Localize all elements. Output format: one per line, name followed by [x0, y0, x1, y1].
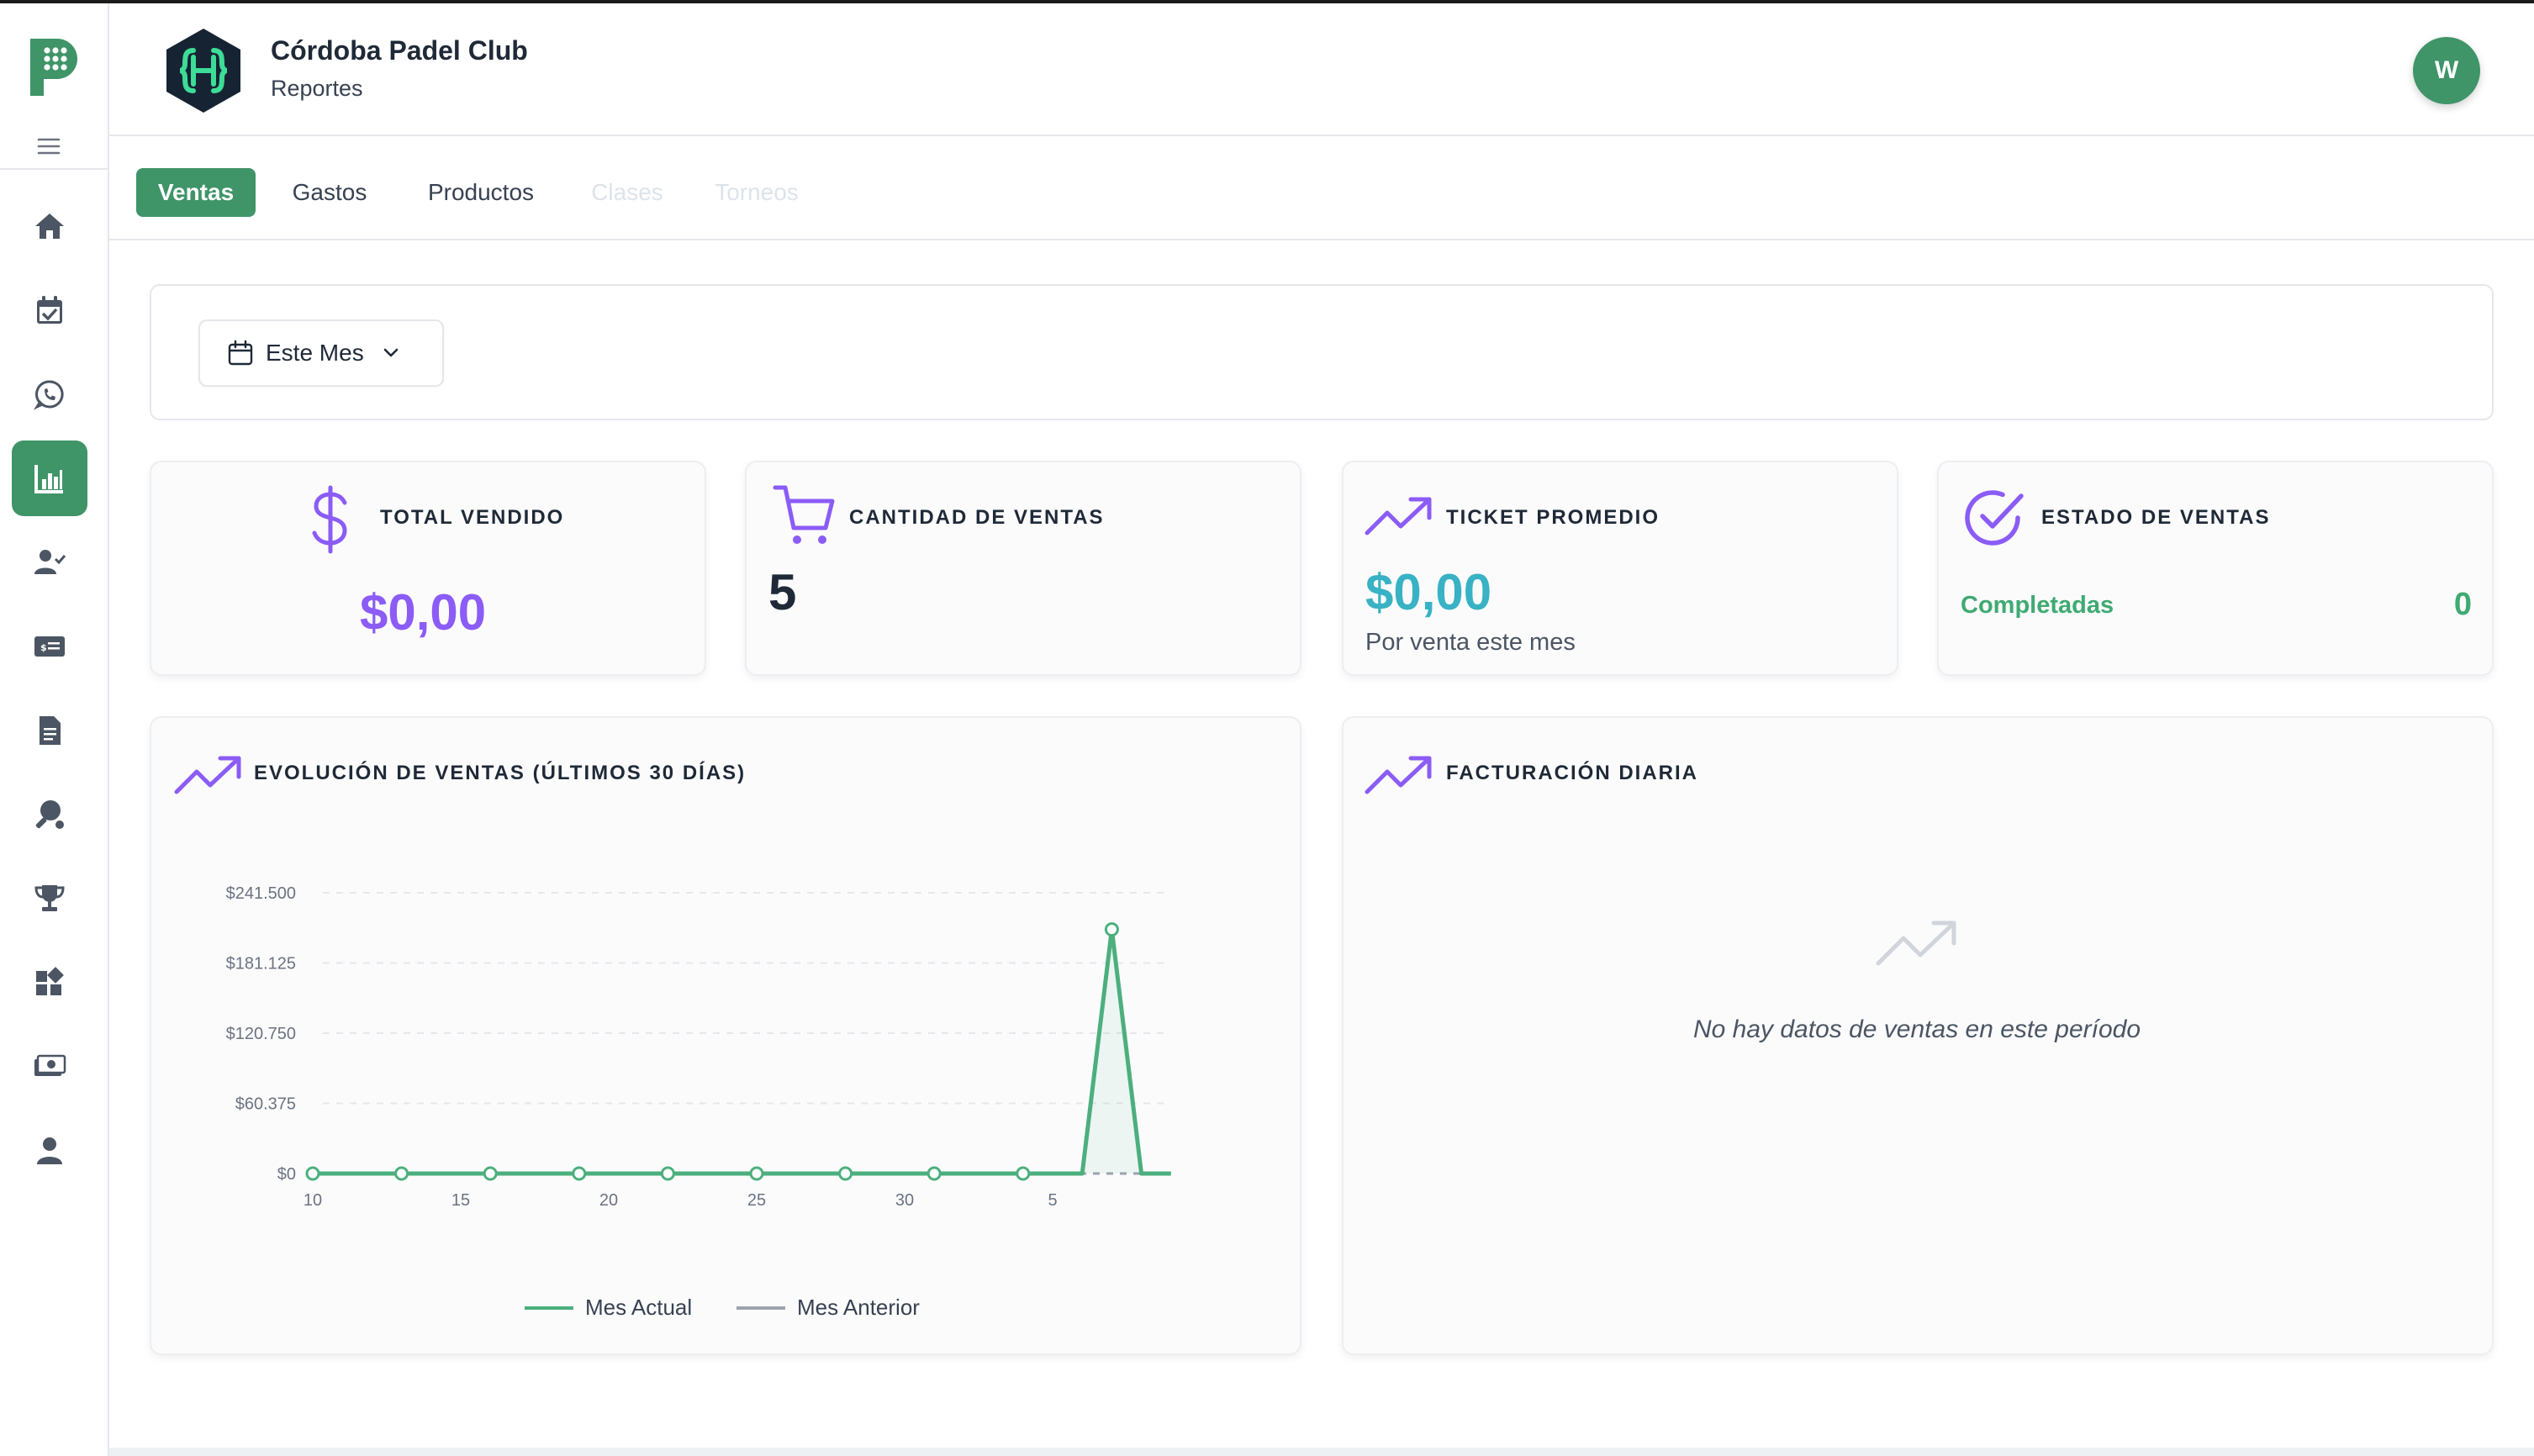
sidebar-item-calendar[interactable]: [12, 272, 87, 348]
check-circle-icon: [1965, 490, 2024, 546]
period-dropdown[interactable]: Este Mes: [198, 319, 444, 387]
whatsapp-icon: [33, 380, 64, 410]
chart-title: FACTURACIÓN DIARIA: [1446, 762, 1698, 784]
svg-text:$: $: [40, 642, 47, 653]
sidebar-item-tournaments[interactable]: [12, 861, 87, 936]
report-tabs: Ventas Gastos Productos Clases Torneos: [109, 140, 2534, 240]
trending-up-icon: [174, 756, 241, 794]
club-name: Córdoba Padel Club: [271, 35, 528, 66]
user-check-icon: [34, 550, 66, 574]
user-icon: [37, 1137, 62, 1164]
sidebar-item-widgets[interactable]: [12, 945, 87, 1021]
sidebar-item-courts[interactable]: [12, 777, 87, 852]
chevron-down-icon: [383, 348, 399, 357]
sidebar-item-reports[interactable]: [12, 440, 87, 516]
calendar-check-icon: [37, 296, 62, 324]
page-subtitle: Reportes: [271, 76, 363, 101]
cart-icon: [773, 485, 835, 544]
calendar-icon: [228, 340, 253, 366]
tab-clases: Clases: [591, 179, 663, 205]
legend-label: Mes Anterior: [797, 1295, 920, 1320]
chart-panel-facturacion: FACTURACIÓN DIARIA: [1342, 716, 2494, 1355]
card-title: ESTADO DE VENTAS: [2041, 506, 2271, 529]
sidebar: $: [0, 3, 109, 1456]
sidebar-item-whatsapp[interactable]: [12, 356, 87, 432]
card-title: TOTAL VENDIDO: [380, 506, 565, 529]
empty-state-message: No hay datos de ventas en este período: [1692, 1016, 2141, 1043]
chart-bar-icon: [34, 465, 63, 493]
estado-count: 0: [2453, 587, 2472, 622]
menu-icon[interactable]: [32, 129, 66, 163]
filter-panel: Este Mes: [150, 284, 2494, 420]
trending-up-icon: [1365, 497, 1432, 535]
card-title: TICKET PROMEDIO: [1446, 506, 1660, 529]
total-vendido-value: $0,00: [360, 584, 487, 641]
home-icon: [35, 214, 64, 239]
sidebar-item-users[interactable]: [12, 525, 87, 600]
money-card-icon: $: [34, 636, 65, 657]
tab-gastos[interactable]: Gastos: [292, 179, 367, 205]
sidebar-item-payments[interactable]: $: [12, 609, 87, 684]
trending-up-empty-icon: [1876, 921, 1956, 966]
legend-mes-anterior[interactable]: Mes Anterior: [736, 1295, 920, 1321]
chart-title: EVOLUCIÓN DE VENTAS (ÚLTIMOS 30 DÍAS): [254, 762, 747, 784]
page-header: Córdoba Padel Club Reportes W: [109, 3, 2534, 136]
legend-label: Mes Actual: [585, 1295, 693, 1320]
card-estado-ventas: ESTADO DE VENTAS Completadas 0: [1937, 461, 2494, 676]
card-cantidad-ventas: CANTIDAD DE VENTAS 5: [745, 461, 1301, 676]
ticket-promedio-value: $0,00: [1365, 564, 1492, 620]
legend-swatch-previous: [736, 1306, 785, 1310]
avatar[interactable]: W: [2413, 37, 2480, 104]
cantidad-ventas-value: 5: [768, 564, 797, 620]
sidebar-item-profile[interactable]: [12, 1113, 87, 1189]
trending-up-icon: [1365, 756, 1432, 794]
ticket-promedio-subtitle: Por venta este mes: [1365, 629, 1576, 656]
trophy-icon: [34, 885, 65, 911]
legend-mes-actual[interactable]: Mes Actual: [525, 1295, 692, 1321]
widgets-icon: [36, 967, 64, 995]
sidebar-item-cash[interactable]: [12, 1029, 87, 1105]
estado-label: Completadas: [1961, 592, 2114, 619]
card-title: CANTIDAD DE VENTAS: [849, 506, 1105, 529]
cash-icon: [34, 1054, 66, 1076]
tab-ventas[interactable]: Ventas: [136, 168, 256, 217]
card-ticket-promedio: TICKET PROMEDIO $0,00 Por venta este mes: [1342, 461, 1898, 676]
dollar-icon: [312, 485, 347, 554]
tab-torneos: Torneos: [715, 179, 799, 205]
sidebar-item-home[interactable]: [12, 188, 87, 264]
paddle-icon: [35, 800, 64, 829]
chart-panel-evolucion: EVOLUCIÓN DE VENTAS (ÚLTIMOS 30 DÍAS): [150, 716, 1301, 1355]
period-label: Este Mes: [266, 340, 364, 366]
tab-productos[interactable]: Productos: [427, 179, 535, 205]
card-total-vendido: TOTAL VENDIDO $0,00: [150, 461, 706, 676]
legend-swatch-current: [525, 1306, 573, 1310]
app-logo-icon[interactable]: [25, 34, 79, 101]
document-icon: [40, 716, 61, 745]
sidebar-item-documents[interactable]: [12, 693, 87, 768]
club-logo-icon: [166, 29, 240, 113]
